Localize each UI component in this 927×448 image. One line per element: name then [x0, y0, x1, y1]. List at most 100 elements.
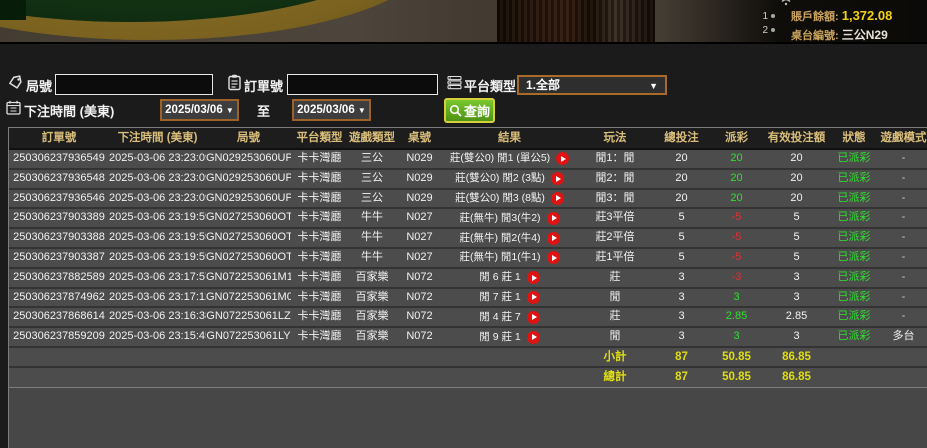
cell-platform: 卡卡灣廳 [297, 250, 342, 263]
play-video-button[interactable] [556, 152, 570, 166]
play-video-button[interactable] [526, 310, 540, 324]
cell-time: 2025-03-06 23:19:59 [109, 231, 206, 244]
subtotal-row-payout: 50.85 [722, 350, 751, 363]
cell-payout: 20 [730, 152, 743, 164]
calendar-icon [6, 100, 21, 115]
cell-result: 莊(無牛) 閒1(牛1) [443, 249, 576, 267]
col-header-valid: 有效投注額 [767, 132, 826, 144]
bet-record-panel: 局號 訂單號 平台類型 1.全部 ▼ 下注時間 (美東) 2025/03/06 … [0, 42, 927, 448]
subtotal-row-platform [291, 348, 348, 366]
cell-order: 250306237859209 [13, 330, 105, 343]
date-to-select[interactable]: 2025/03/06 ▼ [292, 99, 371, 121]
round-number-input[interactable] [55, 74, 213, 95]
play-video-button[interactable] [526, 330, 540, 344]
cell-valid: 5 [793, 211, 800, 224]
query-button[interactable]: 查詢 [444, 98, 495, 123]
result-text: 莊(雙公0) 閒3 (8點) [455, 191, 545, 204]
cell-valid: 3 [793, 270, 800, 283]
cell-play: 閒 [609, 290, 621, 303]
cell-valid: 3 [793, 330, 800, 343]
cell-table: N072 [406, 310, 433, 323]
col-header-order: 訂單號 [41, 132, 77, 144]
cell-table: N027 [406, 250, 433, 263]
col-header-status: 狀態 [842, 132, 866, 144]
platform-type-select[interactable]: 1.全部 ▼ [517, 75, 667, 95]
account-info-overlay: 賬戶餘額: 1,372.08 桌台編號: 三公N29 [767, 0, 927, 42]
date-from-select[interactable]: 2025/03/06 ▼ [160, 99, 239, 121]
cell-table: N029 [406, 191, 433, 204]
bet-records-table: 訂單號 下注時間 (美東) 局號 平台類型 遊戲類型 桌號 結果 玩法 總投注 派彩 有效投注額 狀態… [8, 127, 927, 448]
table-number-value: 三公N29 [841, 28, 888, 42]
cell-order: 250306237903388 [13, 231, 105, 244]
bet-time-label: 下注時間 (美東) [24, 104, 115, 119]
play-video-button[interactable] [550, 191, 564, 205]
cell-bet: 20 [675, 191, 688, 204]
table-row: 250306237859209 2025-03-06 23:15:45 GN0722… [9, 328, 927, 348]
subtotal-row-status [829, 348, 879, 366]
total-row-result [443, 368, 576, 387]
cell-platform: 卡卡灣廳 [297, 211, 342, 224]
col-header-time: 下注時間 (美東) [117, 132, 198, 144]
play-video-button[interactable] [526, 271, 540, 285]
play-video-button[interactable] [526, 290, 540, 304]
total-row-valid: 86.85 [782, 370, 811, 383]
cell-platform: 卡卡灣廳 [297, 171, 342, 184]
cell-game: 三公 [361, 191, 383, 204]
filter-bar: 局號 訂單號 平台類型 1.全部 ▼ 下注時間 (美東) 2025/03/06 … [0, 44, 927, 127]
table-row: 250306237903389 2025-03-06 23:19:59 GN0272… [9, 209, 927, 230]
total-row-play: 總計 [603, 370, 627, 383]
cell-payout: -5 [731, 211, 742, 224]
cell-round: GN072253061M1 [206, 270, 291, 283]
subtotal-row-game [348, 348, 396, 366]
cell-mode: - [901, 250, 906, 263]
subtotal-row-valid: 86.85 [782, 350, 811, 363]
cell-mode: - [901, 290, 906, 303]
col-header-result: 結果 [498, 132, 521, 144]
cell-time: 2025-03-06 23:17:12 [109, 290, 206, 303]
magnifier-icon [449, 104, 462, 117]
cell-result: 閒 9 莊 1 [443, 328, 576, 346]
cell-round: GN029253060UP [206, 152, 291, 164]
cell-valid: 3 [793, 290, 800, 303]
cell-play: 閒1：閒 [595, 152, 635, 164]
table-row: 250306237936546 2025-03-06 23:23:09 GN0292… [9, 189, 927, 210]
clipboard-icon [227, 74, 242, 91]
cell-mode: - [901, 231, 906, 244]
cell-round: GN029253060UP [206, 191, 291, 204]
cell-table: N029 [406, 152, 433, 164]
cell-valid: 5 [793, 250, 800, 263]
result-text: 莊(無牛) 閒2(牛4) [459, 231, 541, 244]
scene-patch [0, 0, 26, 20]
cell-result: 莊(無牛) 閒3(牛2) [443, 209, 576, 227]
cell-game: 牛牛 [361, 250, 383, 263]
total-row-round [206, 368, 291, 387]
cell-game: 百家樂 [355, 270, 389, 283]
play-video-button[interactable] [546, 211, 560, 225]
cell-mode: - [901, 152, 906, 164]
play-video-button[interactable] [546, 231, 560, 245]
cell-bet: 5 [678, 231, 685, 244]
balance-value: 1,372.08 [841, 8, 893, 23]
order-number-input[interactable] [287, 74, 438, 95]
total-row: 總計 87 50.85 86.85 [9, 367, 927, 388]
cell-valid: 20 [790, 152, 803, 164]
table-row: 250306237903388 2025-03-06 23:19:59 GN0272… [9, 229, 927, 249]
cell-order: 250306237936546 [13, 191, 105, 204]
cell-table: N072 [406, 290, 433, 303]
cell-play: 莊3平倍 [595, 211, 635, 224]
order-number-label: 訂單號 [244, 79, 284, 94]
cell-order: 250306237936549 [13, 152, 105, 164]
total-row-table [396, 368, 443, 387]
play-video-button[interactable] [546, 251, 560, 265]
result-text: 莊(雙公0) 閒1 (單公5) [449, 152, 551, 165]
wooden-column [497, 0, 655, 42]
cell-mode: - [901, 191, 906, 204]
cell-table: N027 [406, 211, 433, 224]
cell-status: 已派彩 [837, 290, 871, 303]
date-to-value: 2025/03/06 [297, 104, 355, 116]
road-number-2: 2 [762, 25, 768, 36]
cell-payout: 3 [733, 290, 740, 303]
cell-payout: 20 [730, 171, 743, 184]
cell-round: GN072253061LZ [206, 310, 291, 323]
play-video-button[interactable] [550, 172, 564, 186]
